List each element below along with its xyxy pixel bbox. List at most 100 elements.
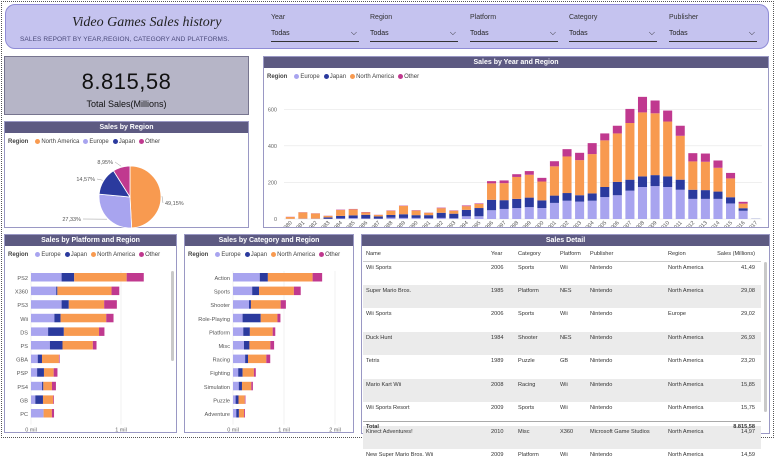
bar-2002-japan[interactable]	[562, 193, 571, 201]
bar-gb-europe[interactable]	[31, 395, 35, 404]
bar-2015-europe[interactable]	[726, 203, 735, 219]
bar-1980-north-america[interactable]	[286, 217, 295, 219]
bar-1999-japan[interactable]	[525, 198, 534, 208]
bar-1998-other[interactable]	[512, 174, 521, 177]
bar-2003-north-america[interactable]	[575, 160, 584, 195]
bar-fighting-europe[interactable]	[233, 368, 238, 377]
pie-chart[interactable]: 49,15%27,33%14,57%8,95%	[5, 134, 248, 228]
bar-ps2-north-america[interactable]	[74, 273, 126, 282]
bar-2002-north-america[interactable]	[562, 156, 571, 193]
bar-2008-japan[interactable]	[638, 176, 647, 187]
bar-2010-other[interactable]	[663, 111, 672, 122]
bar-psp-japan[interactable]	[37, 368, 44, 377]
bar-1999-other[interactable]	[525, 171, 534, 175]
bar-1992-north-america[interactable]	[437, 208, 446, 213]
bar-2009-europe[interactable]	[651, 186, 660, 219]
bar-1996-north-america[interactable]	[487, 183, 496, 199]
bar-sports-japan[interactable]	[252, 287, 259, 296]
bar-gba-other[interactable]	[59, 355, 60, 364]
bar-fighting-japan[interactable]	[238, 368, 242, 377]
bar-gb-north-america[interactable]	[43, 395, 53, 404]
bar-2003-other[interactable]	[575, 153, 584, 160]
bar-2008-north-america[interactable]	[638, 112, 647, 176]
bar-role-playing-other[interactable]	[277, 314, 280, 323]
bar-1997-north-america[interactable]	[500, 183, 509, 200]
bar-1994-other[interactable]	[462, 205, 471, 206]
bar-ps2-europe[interactable]	[31, 273, 62, 282]
bar-1989-north-america[interactable]	[399, 206, 408, 214]
bar-1985-europe[interactable]	[349, 218, 358, 219]
bar-2007-north-america[interactable]	[625, 123, 634, 180]
bar-x360-japan[interactable]	[56, 287, 57, 296]
bar-2001-north-america[interactable]	[550, 166, 559, 195]
bar-simulation-europe[interactable]	[233, 382, 239, 391]
table-scrollbar[interactable]	[764, 262, 767, 412]
bar-1987-japan[interactable]	[374, 216, 383, 218]
bar-action-other[interactable]	[313, 273, 323, 282]
bar-2009-other[interactable]	[651, 101, 660, 114]
bar-puzzle-north-america[interactable]	[239, 395, 245, 404]
bar-1997-other[interactable]	[500, 180, 509, 183]
bar-1995-other[interactable]	[474, 203, 483, 204]
bar-1986-north-america[interactable]	[361, 212, 370, 214]
bar-adventure-japan[interactable]	[236, 409, 239, 418]
bar-1995-europe[interactable]	[474, 216, 483, 219]
bar-2005-europe[interactable]	[600, 197, 609, 219]
bar-1993-north-america[interactable]	[449, 211, 458, 214]
bar-2009-japan[interactable]	[651, 175, 660, 186]
bar-adventure-north-america[interactable]	[239, 409, 244, 418]
bar-action-japan[interactable]	[260, 273, 268, 282]
bar-misc-japan[interactable]	[244, 341, 249, 350]
bar-1998-japan[interactable]	[512, 199, 521, 208]
bar-2008-other[interactable]	[638, 97, 647, 113]
bar-2004-japan[interactable]	[588, 193, 597, 200]
bar-action-europe[interactable]	[233, 273, 260, 282]
bar-2002-europe[interactable]	[562, 201, 571, 219]
bar-1992-other[interactable]	[437, 208, 446, 209]
bar-2016-other[interactable]	[739, 202, 748, 204]
bar-puzzle-japan[interactable]	[236, 395, 239, 404]
bar-1992-europe[interactable]	[437, 218, 446, 219]
bar-2015-other[interactable]	[726, 173, 735, 178]
bar-2011-europe[interactable]	[676, 190, 685, 219]
bar-2016-europe[interactable]	[739, 211, 748, 219]
bar-ds-north-america[interactable]	[64, 327, 99, 336]
column-header-publisher[interactable]: Publisher	[587, 247, 665, 261]
bar-2009-north-america[interactable]	[651, 113, 660, 175]
bar-1996-japan[interactable]	[487, 200, 496, 210]
bar-sports-north-america[interactable]	[259, 287, 294, 296]
bar-ds-japan[interactable]	[48, 327, 64, 336]
bar-1988-europe[interactable]	[386, 218, 395, 219]
bar-wii-japan[interactable]	[54, 314, 60, 323]
bar-gb-japan[interactable]	[35, 395, 43, 404]
bar-1994-north-america[interactable]	[462, 206, 471, 210]
bar-simulation-japan[interactable]	[239, 382, 242, 391]
bar-2011-other[interactable]	[676, 126, 685, 136]
bar-ps4-other[interactable]	[52, 382, 56, 391]
bar-2006-north-america[interactable]	[613, 133, 622, 181]
bar-2006-japan[interactable]	[613, 182, 622, 195]
bar-2010-europe[interactable]	[663, 187, 672, 219]
bar-1989-japan[interactable]	[399, 214, 408, 218]
bar-2000-europe[interactable]	[537, 208, 546, 219]
column-header-category[interactable]: Category	[515, 247, 557, 261]
bar-2010-japan[interactable]	[663, 176, 672, 187]
bar-ps4-europe[interactable]	[31, 382, 42, 391]
bar-misc-other[interactable]	[270, 341, 274, 350]
bar-adventure-europe[interactable]	[233, 409, 236, 418]
bar-2007-other[interactable]	[625, 109, 634, 123]
bar-puzzle-europe[interactable]	[233, 395, 236, 404]
bar-role-playing-japan[interactable]	[243, 314, 261, 323]
bar-puzzle-other[interactable]	[245, 395, 246, 404]
bar-1993-japan[interactable]	[449, 214, 458, 219]
